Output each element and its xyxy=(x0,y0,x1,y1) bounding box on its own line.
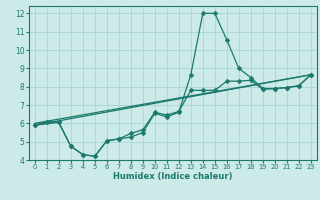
X-axis label: Humidex (Indice chaleur): Humidex (Indice chaleur) xyxy=(113,172,233,181)
